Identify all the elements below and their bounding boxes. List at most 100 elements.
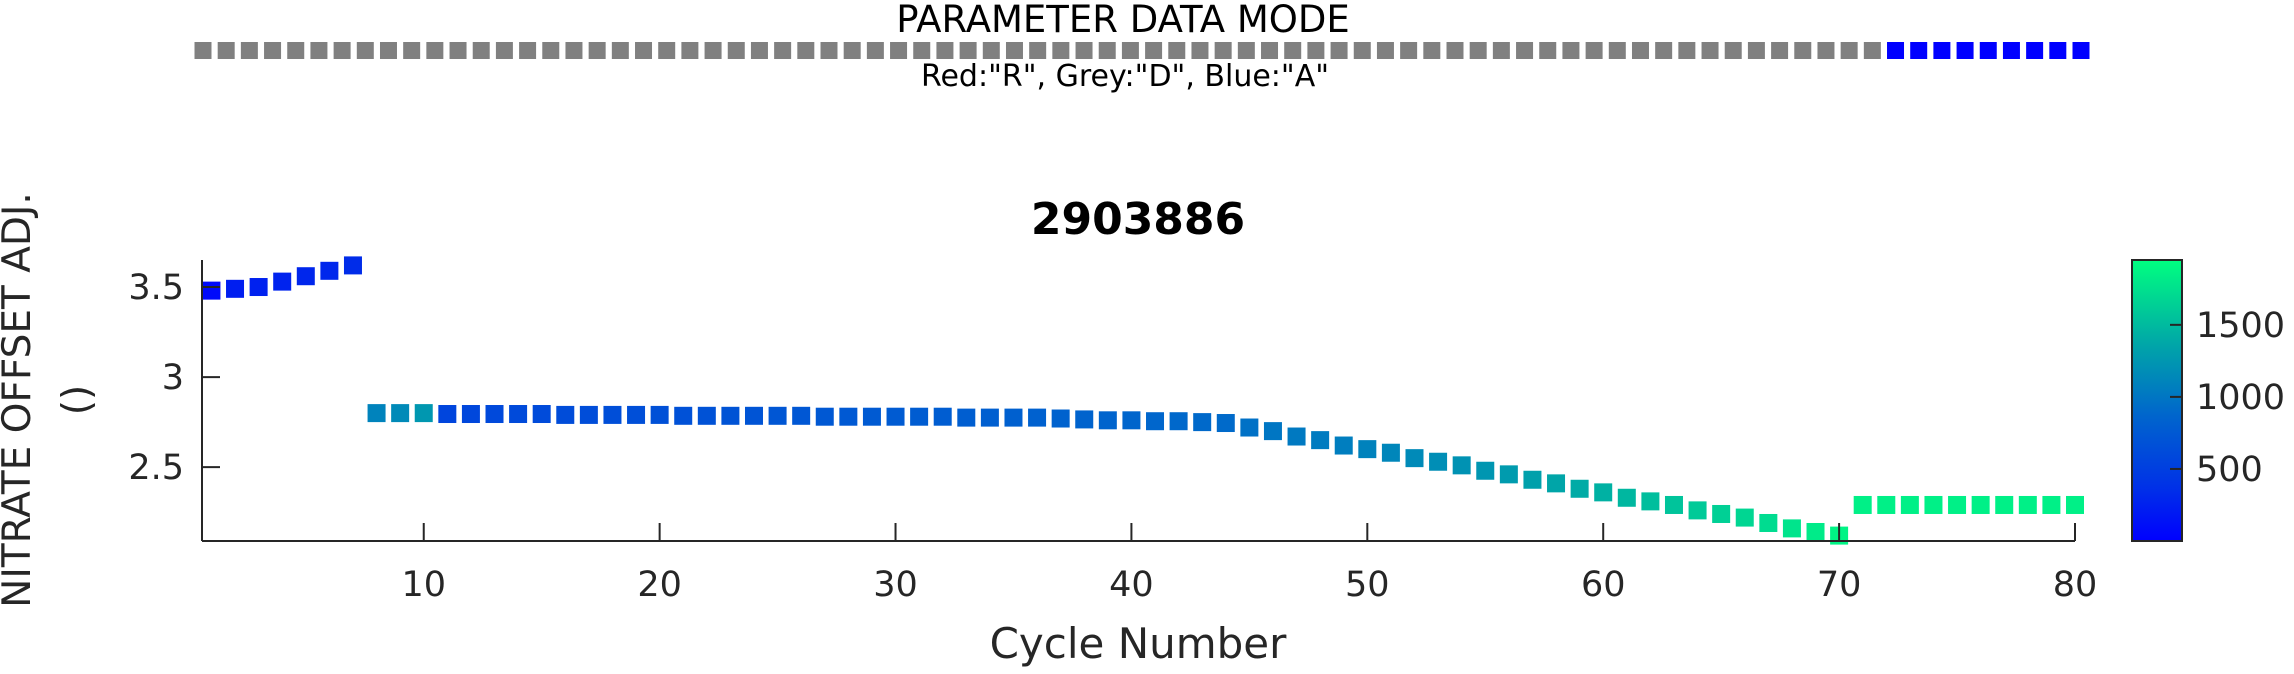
data-point (1523, 470, 1542, 489)
y-axis-unit: () (55, 385, 100, 415)
x-tick-label: 60 (1581, 565, 1626, 605)
x-tick-label: 50 (1345, 565, 1390, 605)
mode-marker (1701, 42, 1719, 59)
mode-marker (1863, 42, 1881, 59)
mode-marker (1330, 42, 1348, 59)
data-point (391, 404, 410, 423)
data-point (697, 406, 716, 425)
data-point (579, 405, 598, 424)
data-point (1004, 408, 1023, 427)
y-axis-label: NITRATE OFFSET ADJ. (0, 192, 40, 608)
mode-marker (403, 42, 421, 59)
x-tick-label: 30 (873, 565, 918, 605)
data-point (1146, 412, 1165, 431)
data-point (1499, 465, 1518, 484)
mode-marker (217, 42, 235, 59)
data-point (650, 405, 669, 424)
data-point (485, 405, 504, 424)
mode-marker (890, 42, 908, 59)
data-point (1971, 495, 1990, 514)
mode-marker (1121, 42, 1139, 59)
data-point (1476, 461, 1495, 480)
mode-marker (1168, 42, 1186, 59)
data-point (1429, 452, 1448, 471)
data-point (2066, 495, 2084, 514)
data-point (438, 405, 457, 424)
colorbar-tick-label: 1500 (2196, 306, 2285, 346)
data-point (1664, 495, 1683, 514)
mode-marker (1284, 42, 1302, 59)
colorbar-tick-label: 500 (2196, 450, 2263, 490)
data-point (1287, 427, 1306, 446)
data-point (320, 261, 339, 280)
data-point (1641, 492, 1660, 511)
data-point (910, 407, 929, 426)
y-tick-label: 3 (162, 358, 184, 398)
data-point (532, 405, 551, 424)
mode-marker (1910, 42, 1928, 59)
data-point (1263, 422, 1282, 441)
data-point (957, 408, 976, 427)
mode-marker (1052, 42, 1070, 59)
mode-marker (1469, 42, 1487, 59)
mode-marker (1631, 42, 1649, 59)
data-point (933, 407, 952, 426)
data-point (343, 256, 362, 275)
mode-marker (1655, 42, 1673, 59)
y-tick-label: 2.5 (128, 448, 184, 488)
mode-marker (356, 42, 374, 59)
data-point (1924, 495, 1943, 514)
data-point (1405, 449, 1424, 468)
data-point (1098, 411, 1117, 430)
data-point (1075, 410, 1094, 429)
data-point (1877, 495, 1896, 514)
mode-marker (913, 42, 931, 59)
mode-marker (1492, 42, 1510, 59)
mode-marker (426, 42, 444, 59)
mode-marker (1029, 42, 1047, 59)
mode-marker (1678, 42, 1696, 59)
data-point (1995, 495, 2014, 514)
mode-marker (611, 42, 629, 59)
data-point (886, 407, 905, 426)
data-point (1900, 495, 1919, 514)
data-point (792, 406, 811, 425)
data-point (556, 405, 575, 424)
data-point (1594, 483, 1613, 502)
x-ticks: 10 20 30 40 50 60 70 80 (401, 523, 2097, 605)
mode-marker (1261, 42, 1279, 59)
mode-marker (2072, 42, 2090, 59)
mode-marker (2002, 42, 2020, 59)
mode-marker (1307, 42, 1325, 59)
data-point (1216, 414, 1235, 433)
mode-strip (194, 42, 2090, 59)
mode-marker (1817, 42, 1835, 59)
data-point (744, 406, 763, 425)
mode-marker (379, 42, 397, 59)
data-point (509, 405, 528, 424)
mode-marker (1933, 42, 1951, 59)
data-point (1381, 443, 1400, 462)
data-point (1051, 409, 1070, 428)
scatter-plot (202, 256, 2084, 545)
data-point (296, 267, 315, 286)
mode-marker (333, 42, 351, 59)
mode-marker (1747, 42, 1765, 59)
mode-marker (1214, 42, 1232, 59)
mode-marker (936, 42, 954, 59)
mode-marker (1516, 42, 1534, 59)
mode-marker (1446, 42, 1464, 59)
mode-marker (1562, 42, 1580, 59)
data-point (1782, 519, 1801, 538)
mode-marker (310, 42, 328, 59)
data-point (1169, 412, 1188, 431)
mode-marker (1191, 42, 1209, 59)
x-tick-label: 70 (1817, 565, 1862, 605)
mode-marker (1005, 42, 1023, 59)
data-point (273, 272, 292, 291)
mode-marker (1098, 42, 1116, 59)
mode-marker (1771, 42, 1789, 59)
mode-marker (820, 42, 838, 59)
data-point (1334, 436, 1353, 455)
mode-marker (1794, 42, 1812, 59)
